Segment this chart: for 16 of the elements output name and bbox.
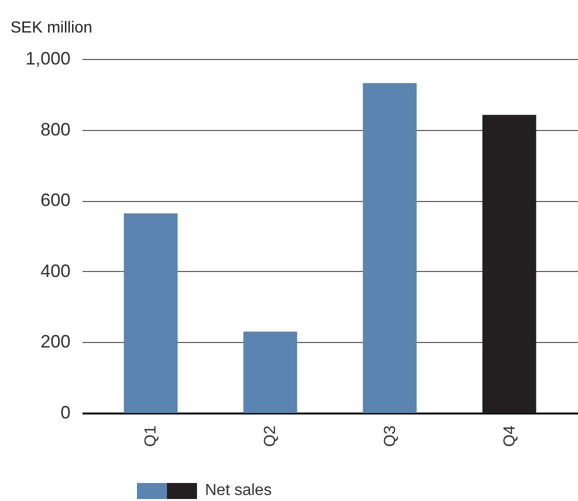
y-axis-title: SEK million (10, 20, 92, 36)
y-tick-label: 400 (40, 260, 70, 281)
x-tick-label: Q1 (142, 425, 160, 447)
x-tick-label: Q3 (382, 425, 399, 447)
y-tick-label: 600 (40, 190, 70, 210)
y-tick-label: 800 (40, 119, 70, 140)
bar (243, 332, 298, 413)
bar (362, 83, 417, 413)
y-tick-label: 200 (40, 332, 70, 352)
bar (482, 114, 536, 413)
bar (124, 213, 178, 413)
y-tick-label: 1,000 (25, 48, 70, 68)
x-tick-label: Q2 (262, 425, 280, 447)
y-tick-label: 0 (60, 402, 70, 422)
x-tick-label: Q4 (501, 425, 518, 447)
legend-label: Net sales (205, 482, 272, 500)
